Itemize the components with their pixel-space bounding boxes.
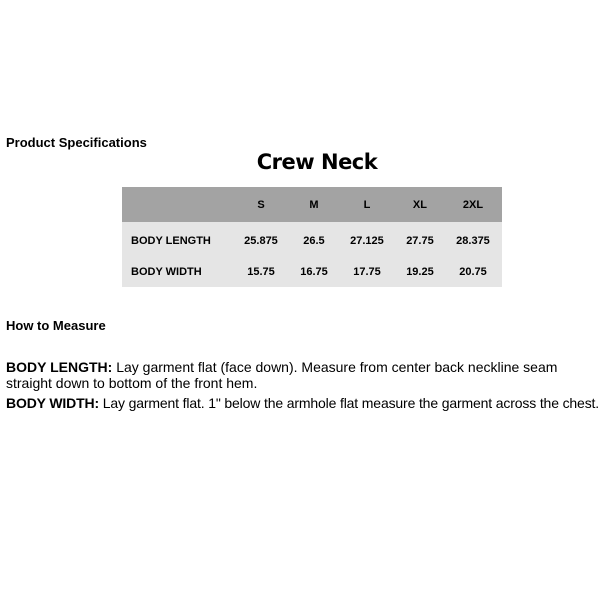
column-header: 2XL bbox=[443, 187, 502, 222]
table-cell: 27.125 bbox=[337, 222, 396, 256]
column-header: S bbox=[232, 187, 290, 222]
table-cell: 25.875 bbox=[232, 222, 290, 256]
table-cell: 15.75 bbox=[232, 256, 290, 287]
table-cell: 17.75 bbox=[337, 256, 396, 287]
measure-instruction: BODY WIDTH: Lay garment flat. 1" below t… bbox=[6, 395, 600, 411]
column-header bbox=[122, 187, 232, 222]
table-cell: 16.75 bbox=[289, 256, 338, 287]
section-title: Product Specifications bbox=[6, 135, 147, 150]
table-cell: 19.25 bbox=[395, 256, 444, 287]
column-header: L bbox=[337, 187, 396, 222]
instruction-label: BODY WIDTH: bbox=[6, 395, 99, 411]
instruction-text: Lay garment flat (face down). Measure fr… bbox=[6, 359, 558, 391]
table-title: Crew Neck bbox=[256, 150, 378, 174]
table-cell: 27.75 bbox=[395, 222, 444, 256]
size-chart-table: S M L XL 2XL BODY LENGTH 25.875 26.5 27.… bbox=[122, 187, 502, 287]
table-row: BODY LENGTH 25.875 26.5 27.125 27.75 28.… bbox=[122, 222, 502, 256]
table-cell: 26.5 bbox=[289, 222, 338, 256]
row-label: BODY LENGTH bbox=[122, 222, 232, 256]
table-cell: 20.75 bbox=[443, 256, 502, 287]
instruction-text: Lay garment flat. 1" below the armhole f… bbox=[98, 395, 600, 411]
table-header-row: S M L XL 2XL bbox=[122, 187, 502, 222]
how-to-measure-title: How to Measure bbox=[6, 318, 106, 333]
table-cell: 28.375 bbox=[443, 222, 502, 256]
instruction-label: BODY LENGTH: bbox=[6, 359, 113, 375]
table-row: BODY WIDTH 15.75 16.75 17.75 19.25 20.75 bbox=[122, 256, 502, 287]
column-header: M bbox=[289, 187, 338, 222]
row-label: BODY WIDTH bbox=[122, 256, 232, 287]
measure-instruction: BODY LENGTH: Lay garment flat (face down… bbox=[6, 359, 600, 391]
column-header: XL bbox=[395, 187, 444, 222]
